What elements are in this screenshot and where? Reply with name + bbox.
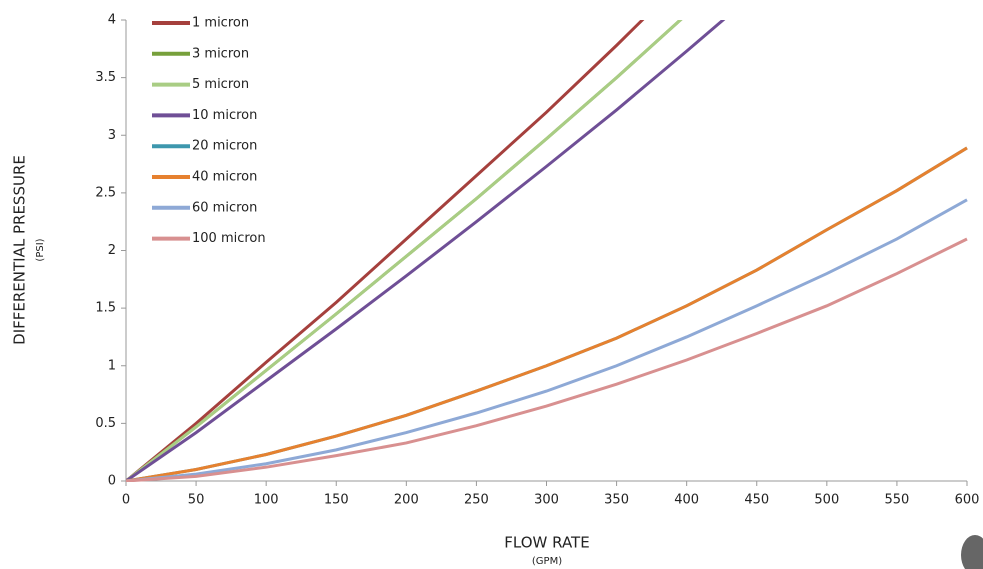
legend-label: 5 micron bbox=[192, 77, 249, 92]
x-tick-label: 200 bbox=[394, 493, 419, 508]
x-tick-label: 50 bbox=[188, 493, 205, 508]
legend-label: 20 micron bbox=[192, 139, 257, 154]
y-tick-label: 1.5 bbox=[95, 301, 116, 316]
legend-label: 100 micron bbox=[192, 231, 266, 246]
y-tick-label: 3 bbox=[108, 128, 116, 143]
x-axis-unit: (GPM) bbox=[532, 556, 562, 567]
x-tick-label: 100 bbox=[254, 493, 279, 508]
x-tick-label: 600 bbox=[955, 493, 980, 508]
y-tick-label: 2.5 bbox=[95, 185, 116, 200]
series-line bbox=[126, 198, 968, 482]
legend-label: 40 micron bbox=[192, 170, 257, 185]
y-tick-label: 2 bbox=[108, 243, 116, 258]
y-axis-title: DIFFERENTIAL PRESSURE bbox=[11, 155, 29, 345]
x-tick-label: 550 bbox=[885, 493, 910, 508]
legend-label: 1 micron bbox=[192, 16, 249, 31]
series-line bbox=[126, 237, 968, 482]
y-tick-label: 1 bbox=[108, 358, 116, 373]
series-line bbox=[126, 20, 683, 482]
x-tick-label: 300 bbox=[534, 493, 559, 508]
y-tick-label: 0 bbox=[108, 474, 116, 489]
series-line bbox=[126, 146, 968, 482]
x-tick-label: 450 bbox=[744, 493, 769, 508]
decoration bbox=[961, 535, 983, 569]
legend-label: 3 micron bbox=[192, 46, 249, 61]
x-tick-label: 250 bbox=[464, 493, 489, 508]
x-tick-label: 0 bbox=[122, 493, 130, 508]
x-tick-label: 350 bbox=[604, 493, 629, 508]
x-axis-title: FLOW RATE bbox=[504, 534, 589, 552]
x-tick-label: 500 bbox=[814, 493, 839, 508]
y-tick-label: 0.5 bbox=[95, 416, 116, 431]
y-tick-label: 3.5 bbox=[95, 70, 116, 85]
x-tick-label: 400 bbox=[674, 493, 699, 508]
series-line bbox=[126, 20, 645, 482]
series-line bbox=[126, 146, 968, 482]
y-tick-label: 4 bbox=[108, 13, 116, 28]
plot-area bbox=[126, 20, 968, 482]
y-axis-unit: (PSI) bbox=[35, 238, 46, 261]
series-line bbox=[126, 20, 726, 482]
x-tick-label: 150 bbox=[324, 493, 349, 508]
legend-label: 10 micron bbox=[192, 108, 257, 123]
legend-label: 60 micron bbox=[192, 200, 257, 215]
